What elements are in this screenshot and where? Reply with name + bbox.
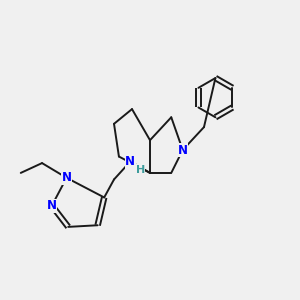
Text: N: N bbox=[178, 143, 188, 157]
Text: H: H bbox=[136, 165, 145, 175]
Text: N: N bbox=[125, 155, 135, 168]
Text: N: N bbox=[61, 171, 72, 184]
Text: N: N bbox=[47, 199, 57, 212]
